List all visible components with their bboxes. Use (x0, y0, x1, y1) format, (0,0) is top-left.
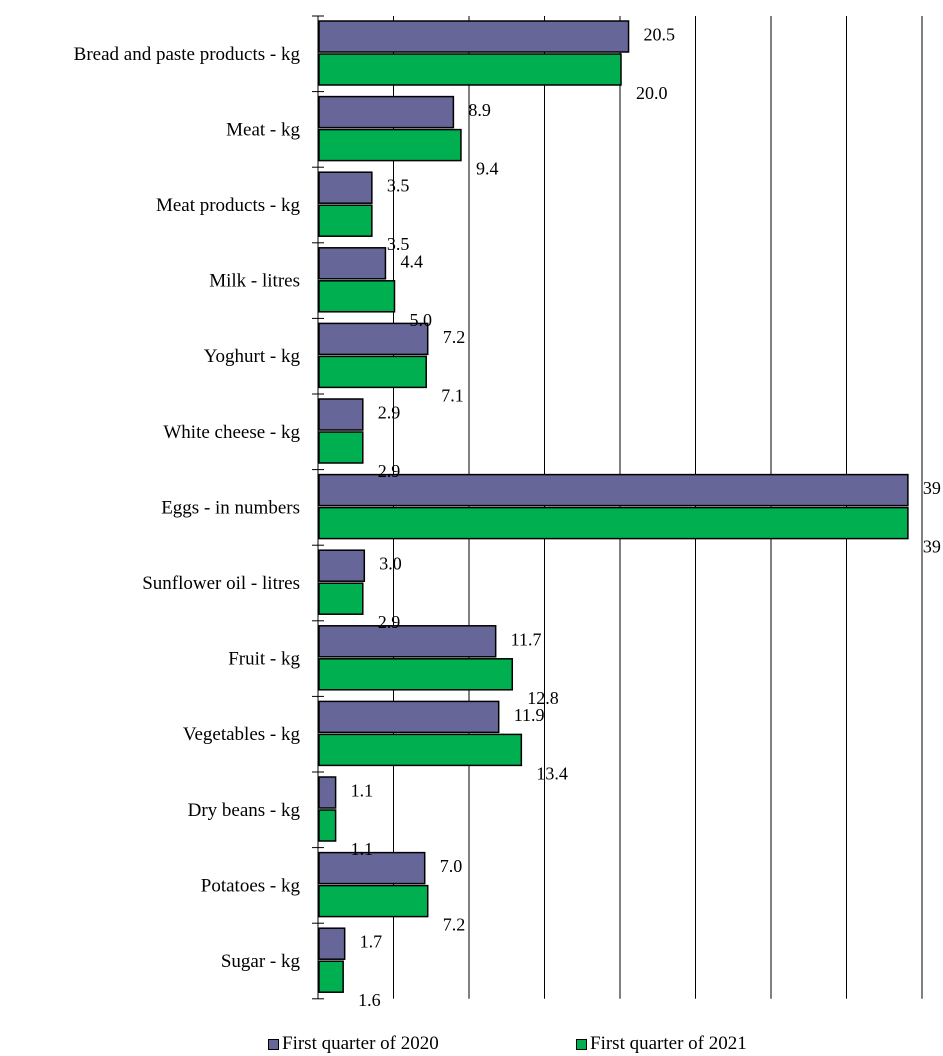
data-label-2020: 11.7 (511, 629, 542, 649)
data-label-2020: 3.0 (379, 554, 402, 574)
data-label-2021: 2.9 (378, 461, 401, 481)
bar-2020 (318, 398, 364, 431)
bar-2021 (318, 733, 523, 767)
category-axis (312, 15, 324, 1000)
legend-item-2020: First quarter of 2020 (268, 1033, 439, 1055)
data-label-2020: 3.5 (387, 176, 410, 196)
category-label: Eggs - in numbers (161, 497, 300, 518)
category-label: Dry beans - kg (188, 800, 301, 821)
bar-2020 (318, 20, 630, 53)
bar-2021 (318, 884, 429, 918)
bar-2020 (318, 171, 373, 204)
category-label: Milk - litres (209, 271, 300, 292)
category-label: Sugar - kg (221, 951, 301, 972)
data-label-2021: 12.8 (527, 688, 559, 708)
category-label: White cheese - kg (163, 422, 300, 443)
category-label: Yoghurt - kg (204, 346, 301, 367)
data-label-2020: 8.9 (468, 100, 491, 120)
category-label: Potatoes - kg (201, 875, 301, 896)
bar-2021 (318, 280, 396, 313)
legend-swatch-2021 (576, 1038, 587, 1050)
legend-swatch-2020 (268, 1038, 279, 1050)
bar-2021 (318, 582, 364, 615)
bars (318, 20, 909, 993)
data-label-2020: 1.7 (360, 932, 383, 952)
bar-2020 (318, 473, 909, 507)
bar-2021 (318, 431, 364, 464)
legend-label-2021: First quarter of 2021 (590, 1033, 747, 1054)
bar-2020 (318, 322, 429, 356)
bar-2020 (318, 247, 387, 280)
data-label-2021: 13.4 (536, 763, 568, 783)
bar-2021 (318, 128, 462, 162)
bar-2021 (318, 204, 373, 237)
bar-2020 (318, 549, 366, 582)
category-labels: Bread and paste products - kg Meat - kg Me… (74, 44, 301, 972)
bar-2021 (318, 53, 622, 86)
bar-2020 (318, 95, 455, 129)
data-label-2020: 20.5 (644, 25, 676, 45)
data-label-2020: 7.0 (440, 856, 463, 876)
bar-2021 (318, 809, 337, 842)
category-label: Meat - kg (226, 119, 300, 140)
bar-2020 (318, 927, 346, 960)
legend-label-2020: First quarter of 2020 (282, 1033, 439, 1054)
data-label-2020: 2.9 (378, 403, 401, 423)
data-label-2021: 5.0 (410, 310, 433, 330)
category-label: Fruit - kg (228, 649, 300, 670)
legend-item-2021: First quarter of 2021 (576, 1033, 747, 1055)
data-labels: 20.520.08.99.43.53.54.45.07.27.12.92.939… (351, 25, 941, 1011)
data-label-2021: 7.2 (443, 915, 466, 935)
legend: First quarter of 2020 First quarter of 2… (0, 1033, 943, 1056)
data-label-2021: 39 (923, 537, 941, 557)
category-label: Sunflower oil - litres (142, 573, 300, 594)
data-label-2021: 20.0 (636, 83, 668, 103)
data-label-2021: 2.9 (378, 612, 401, 632)
bar-2020 (318, 625, 497, 658)
bar-2021 (318, 506, 909, 540)
data-label-2021: 1.6 (358, 990, 381, 1010)
data-label-2020: 1.1 (351, 781, 374, 801)
data-label-2020: 4.4 (400, 251, 423, 271)
bar-chart: Bread and paste products - kg Meat - kg Me… (74, 15, 941, 1011)
data-label-2021: 1.1 (351, 839, 374, 859)
category-label: Meat products - kg (156, 195, 301, 216)
category-label: Bread and paste products - kg (74, 44, 301, 65)
data-label-2021: 7.1 (441, 385, 464, 405)
bar-2020 (318, 700, 500, 734)
bar-2020 (318, 851, 426, 885)
data-label-2021: 9.4 (476, 159, 499, 179)
bar-2020 (318, 776, 337, 809)
data-label-2020: 39 (923, 478, 941, 498)
bar-2021 (318, 960, 344, 993)
data-label-2020: 7.2 (443, 327, 466, 347)
data-label-2020: 11.9 (514, 705, 545, 725)
bar-2021 (318, 355, 427, 389)
category-label: Vegetables - kg (183, 724, 301, 745)
data-label-2021: 3.5 (387, 234, 410, 254)
bar-2021 (318, 658, 514, 691)
